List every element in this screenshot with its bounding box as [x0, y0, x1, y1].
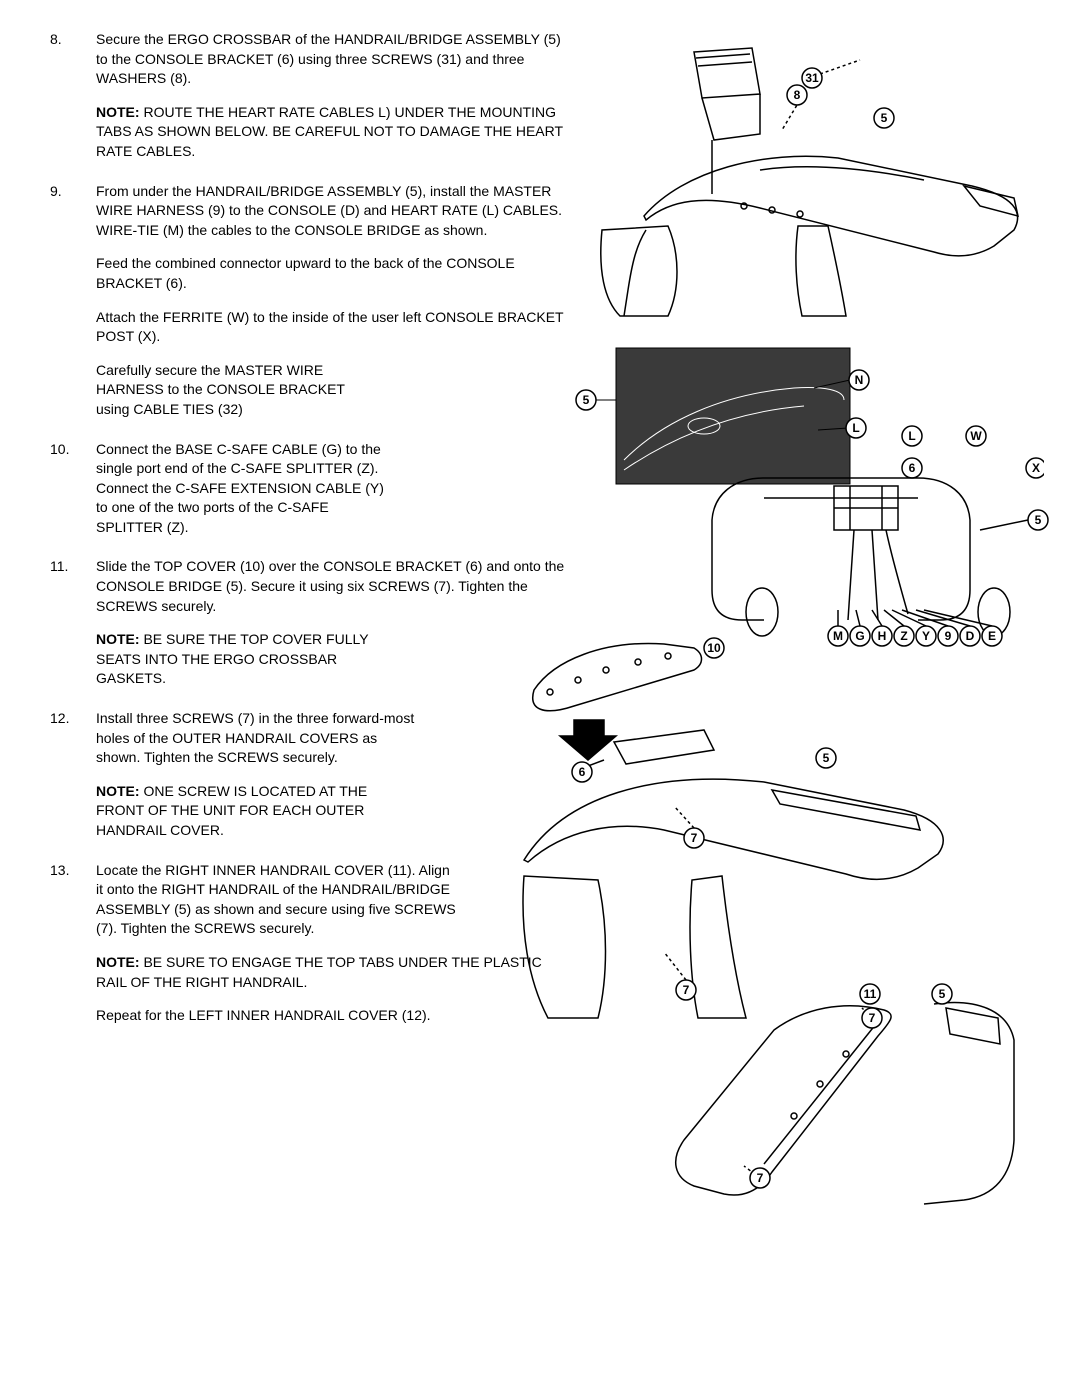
instruction-column: Secure the ERGO CROSSBAR of the HANDRAIL… [50, 30, 570, 1026]
note-label: NOTE: [96, 631, 140, 647]
step-10: Connect the BASE C-SAFE CABLE (G) to the… [50, 440, 570, 538]
step-13-note-text: BE SURE TO ENGAGE THE TOP TABS UNDER THE… [96, 954, 542, 990]
step-11-note: NOTE: BE SURE THE TOP COVER FULLY SEATS … [96, 630, 386, 689]
step-13-note: NOTE: BE SURE TO ENGAGE THE TOP TABS UND… [96, 953, 570, 992]
callout-5: 5 [583, 393, 590, 407]
diagram-5: 11 5 7 7 [644, 980, 1044, 1240]
callout-5: 5 [1035, 513, 1042, 527]
step-12-note: NOTE: ONE SCREW IS LOCATED AT THE FRONT … [96, 782, 416, 841]
callout-5: 5 [881, 111, 888, 125]
note-label: NOTE: [96, 954, 140, 970]
diagram-4: 10 6 5 7 7 [514, 630, 1034, 1030]
callout-5: 5 [823, 751, 830, 765]
instruction-list: Secure the ERGO CROSSBAR of the HANDRAIL… [50, 30, 570, 1026]
note-label: NOTE: [96, 104, 140, 120]
callout-L: L [852, 421, 859, 435]
step-12: Install three SCREWS (7) in the three fo… [50, 709, 570, 841]
step-8-note: NOTE: ROUTE THE HEART RATE CABLES L) UND… [96, 103, 570, 162]
step-9-extra-1: Attach the FERRITE (W) to the inside of … [96, 308, 570, 347]
step-9-extra-2: Carefully secure the MASTER WIRE HARNESS… [96, 361, 376, 420]
callout-7: 7 [691, 831, 698, 845]
step-9-extra-0: Feed the combined connector upward to th… [96, 254, 570, 293]
step-9: From under the HANDRAIL/BRIDGE ASSEMBLY … [50, 182, 570, 420]
step-13-extra-0: Repeat for the LEFT INNER HANDRAIL COVER… [96, 1006, 570, 1026]
callout-11: 11 [864, 987, 877, 1001]
step-11-body: Slide the TOP COVER (10) over the CONSOL… [96, 557, 566, 616]
step-11: Slide the TOP COVER (10) over the CONSOL… [50, 557, 570, 689]
callout-5: 5 [939, 987, 946, 1001]
step-10-body: Connect the BASE C-SAFE CABLE (G) to the… [96, 440, 396, 538]
callout-7: 7 [869, 1011, 876, 1025]
step-13-body: Locate the RIGHT INNER HANDRAIL COVER (1… [96, 861, 456, 939]
step-12-body: Install three SCREWS (7) in the three fo… [96, 709, 416, 768]
note-label: NOTE: [96, 783, 140, 799]
step-9-body: From under the HANDRAIL/BRIDGE ASSEMBLY … [96, 182, 570, 241]
callout-W: W [970, 429, 982, 443]
callout-6: 6 [579, 765, 586, 779]
step-8-body: Secure the ERGO CROSSBAR of the HANDRAIL… [96, 30, 570, 89]
callout-N: N [855, 373, 864, 387]
step-8-note-text: ROUTE THE HEART RATE CABLES L) UNDER THE… [96, 104, 563, 159]
step-13: Locate the RIGHT INNER HANDRAIL COVER (1… [50, 861, 570, 1026]
diagram-column: 3185 5NLLW6X [584, 30, 1044, 1330]
callout-31: 31 [805, 71, 819, 85]
callout-8: 8 [794, 88, 801, 102]
callout-L: L [908, 429, 915, 443]
step-8: Secure the ERGO CROSSBAR of the HANDRAIL… [50, 30, 570, 162]
diagram-1: 31 8 5 [584, 30, 1044, 320]
callout-7: 7 [757, 1171, 764, 1185]
callout-10: 10 [707, 641, 721, 655]
